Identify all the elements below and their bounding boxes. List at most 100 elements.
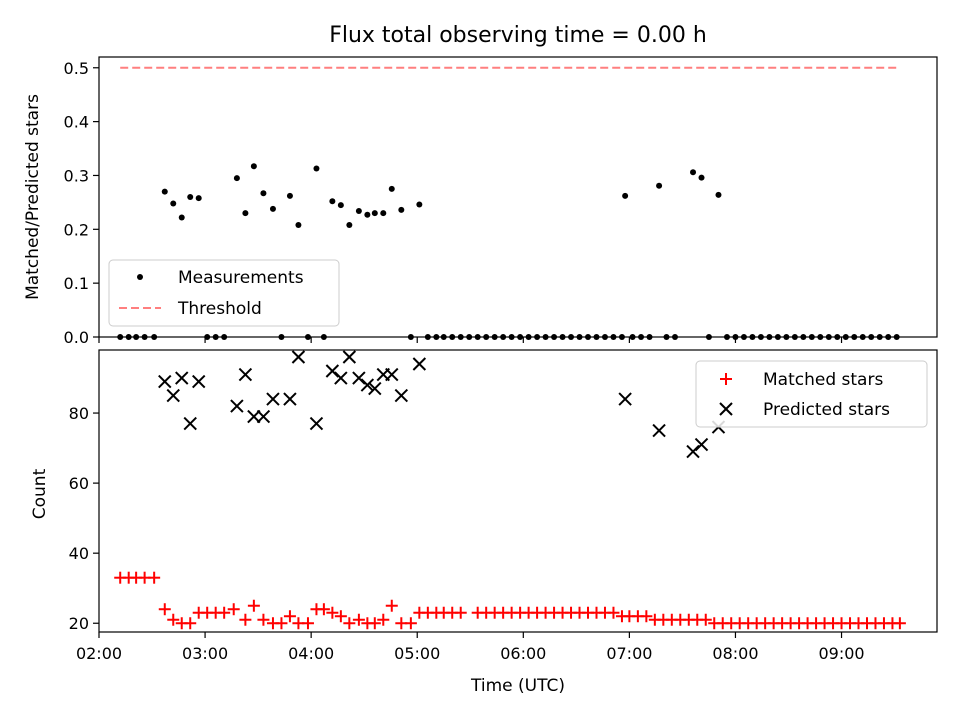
y-tick-label: 20 [69, 614, 89, 633]
x-tick-label: 09:00 [818, 644, 864, 663]
count-legend-box [695, 360, 928, 428]
measurements-point [388, 185, 395, 192]
matched-stars-point [227, 603, 240, 616]
measurements-legend-label: Measurements [178, 268, 304, 288]
ratio-panel-ticks: 0.0 0.1 0.2 0.3 0.4 0.5 [64, 59, 843, 347]
predicted-stars-point [325, 364, 340, 378]
measurements-point [622, 192, 629, 199]
x-tick-label: 02:00 [76, 644, 122, 663]
matched-stars-point [893, 617, 906, 630]
predicted-stars-point [368, 381, 382, 396]
measurements-point [656, 182, 663, 189]
predicted-stars-point [309, 416, 324, 431]
matched-stars-point [404, 617, 417, 630]
matched-stars-point [148, 571, 161, 584]
predicted-stars-point [342, 350, 357, 364]
y-tick-label: 40 [69, 544, 89, 563]
measurements-point [346, 222, 353, 228]
predicted-stars-point [412, 357, 427, 371]
matched-stars-point [343, 617, 356, 630]
measurements-point [355, 208, 362, 214]
predicted-stars-point [334, 371, 348, 385]
predicted-stars-point [694, 437, 709, 452]
y-tick-label: 80 [69, 404, 89, 423]
matched-stars-point [352, 613, 365, 626]
count-panel-marks [114, 350, 906, 630]
matched-stars-point [301, 617, 314, 630]
matched-stars-point [640, 610, 653, 623]
measurements-point [690, 169, 697, 176]
matched-stars-point [257, 613, 270, 626]
count-panel-ticks: 20 40 60 80 02:00 03:00 04:00 05:00 06:00 07:00 08… [69, 404, 865, 663]
x-tick-label: 08:00 [712, 644, 758, 663]
measurements-point [416, 201, 423, 208]
predicted-stars-point [291, 350, 306, 364]
measurements-point [337, 202, 344, 209]
count-panel: 20 40 60 80 02:00 03:00 04:00 05:00 06:00 07:00 08… [30, 349, 938, 696]
x-tick-label: 06:00 [500, 644, 546, 663]
matched-stars-point [368, 617, 381, 630]
ratio-panel-legend: Measurements Threshold [108, 259, 340, 327]
predicted-stars-point [238, 367, 253, 382]
predicted-stars-point [266, 392, 280, 406]
measurements-point [170, 200, 177, 207]
measurements-point [233, 175, 240, 182]
matched-stars-point [454, 606, 467, 619]
matched-legend-label: Matched stars [763, 370, 883, 390]
x-tick-label: 03:00 [182, 644, 228, 663]
matched-legend-marker [720, 373, 732, 385]
measurements-point [698, 174, 705, 181]
predicted-stars-point [385, 367, 399, 382]
predicted-legend-marker [719, 402, 733, 416]
x-tick-label: 04:00 [288, 644, 334, 663]
measurements-point [286, 192, 293, 199]
measurements-point [715, 191, 722, 198]
predicted-stars-point [175, 371, 189, 385]
ratio-panel: 0.0 0.1 0.2 0.3 0.4 0.5 Matched/Predicted sta… [23, 56, 938, 347]
y-tick-label: 0.4 [64, 113, 89, 132]
predicted-stars-point [247, 409, 261, 424]
matched-stars-point [699, 613, 712, 626]
measurements-point [364, 211, 371, 218]
matched-stars-point [247, 599, 260, 612]
matched-stars-point [239, 613, 252, 626]
y-tick-label: 0.2 [64, 220, 89, 239]
count-panel-frame [98, 349, 938, 633]
y-tick-label: 0.1 [64, 274, 89, 293]
measurements-point [329, 198, 336, 205]
predicted-stars-point [618, 392, 632, 406]
count-panel-legend: Matched stars Predicted stars [695, 360, 928, 428]
predicted-stars-point [394, 388, 409, 403]
ratio-panel-ylabel: Matched/Predicted stars [23, 94, 43, 300]
measurements-point [187, 194, 194, 200]
matched-stars-point [317, 603, 330, 616]
y-tick-label: 0.0 [64, 328, 89, 347]
predicted-stars-point [183, 416, 197, 431]
threshold-legend-label: Threshold [177, 299, 262, 319]
matched-stars-point [275, 617, 288, 630]
y-tick-label: 0.5 [64, 59, 89, 78]
y-tick-label: 60 [69, 474, 89, 493]
measurements-point [195, 195, 202, 202]
y-tick-label: 0.3 [64, 166, 89, 185]
measurements-point [380, 210, 387, 217]
x-tick-label: 07:00 [606, 644, 652, 663]
count-panel-ylabel: Count [30, 468, 50, 519]
figure-title: Flux total observing time = 0.00 h [329, 23, 707, 48]
predicted-stars-point [352, 371, 366, 385]
predicted-stars-point [192, 374, 206, 389]
predicted-stars-point [166, 388, 180, 403]
predicted-stars-point [230, 399, 244, 413]
measurements-point [371, 210, 378, 217]
matched-stars-point [167, 613, 180, 626]
count-panel-xlabel: Time (UTC) [470, 676, 565, 696]
measurements-point [269, 205, 276, 212]
matched-stars-point [326, 606, 339, 619]
measurements-point [161, 188, 168, 195]
predicted-stars-point [256, 409, 271, 424]
matched-stars-point [184, 617, 197, 630]
matched-stars-point [334, 610, 347, 623]
measurements-point [242, 210, 249, 217]
matched-stars-point [607, 606, 620, 619]
